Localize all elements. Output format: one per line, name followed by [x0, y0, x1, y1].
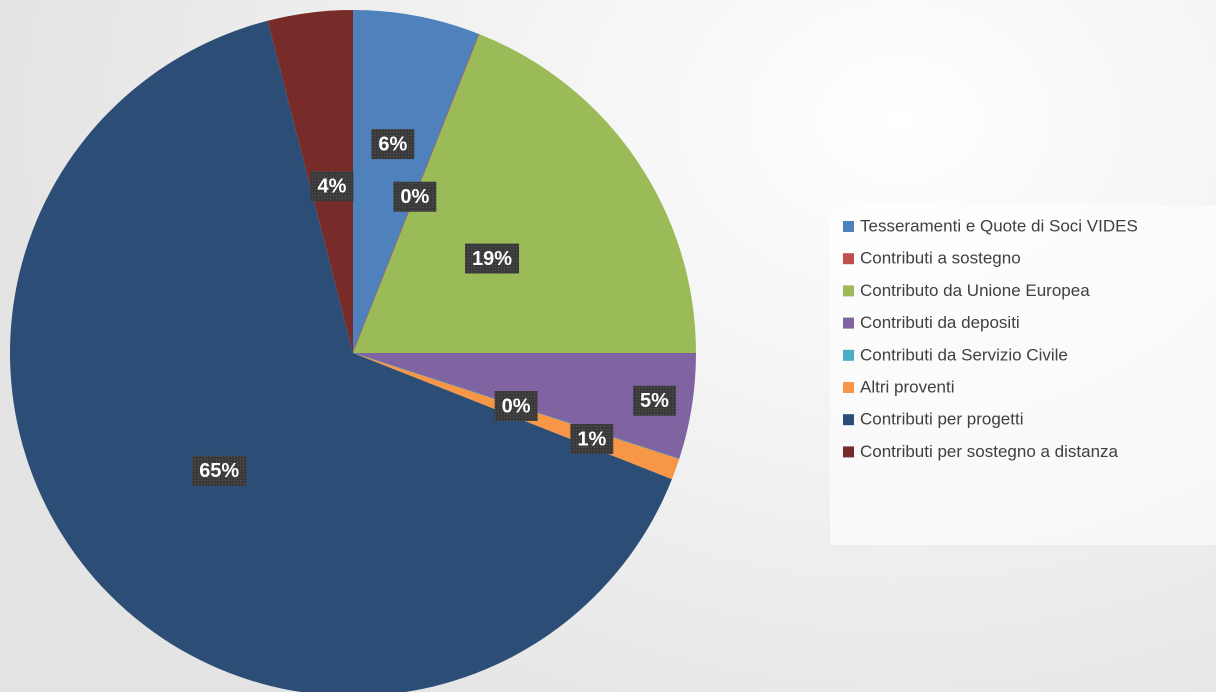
data-label: 5% [633, 385, 676, 416]
label-text: 5% [640, 390, 669, 412]
legend-label: Contributo da Unione Europea [860, 281, 1090, 300]
data-label: 65% [192, 455, 247, 486]
label-text: 65% [199, 460, 239, 482]
legend-swatch [843, 446, 854, 458]
legend-swatch [843, 414, 854, 426]
data-label: 0% [494, 390, 538, 421]
legend-swatch [843, 253, 854, 265]
label-text: 4% [317, 176, 346, 198]
legend-swatch [843, 285, 854, 297]
legend-swatch [843, 317, 854, 329]
legend-label: Altri proventi [860, 377, 954, 396]
label-text: 0% [502, 395, 531, 417]
label-box [494, 390, 538, 421]
data-label: 6% [371, 129, 415, 160]
data-labels: 6% 0% 19% 5% 0% 1% 65% 4% [192, 129, 676, 486]
label-box [633, 385, 676, 416]
label-box [393, 181, 437, 212]
legend-box [830, 205, 1216, 545]
legend-label: Contributi da Servizio Civile [860, 345, 1068, 364]
legend-swatch [843, 221, 854, 232]
label-box [310, 171, 354, 202]
legend-label: Contributi per progetti [860, 410, 1023, 429]
legend-swatch [843, 349, 854, 361]
legend: Tesseramenti e Quote di Soci VIDES Contri… [843, 216, 1138, 461]
label-box [464, 243, 520, 274]
data-label: 0% [393, 181, 437, 212]
pie [10, 10, 696, 692]
data-label: 19% [464, 243, 520, 274]
legend-label: Contributi a sostegno [860, 249, 1021, 268]
legend-label: Tesseramenti e Quote di Soci VIDES [860, 216, 1138, 235]
slice [353, 10, 480, 353]
legend-label: Contributi da depositi [860, 313, 1020, 332]
label-text: 6% [378, 133, 407, 155]
label-box [570, 423, 614, 454]
label-text: 0% [400, 186, 429, 208]
slice [353, 34, 696, 353]
data-label: 4% [310, 171, 354, 202]
legend-swatch [843, 382, 854, 393]
label-text: 1% [577, 428, 606, 450]
label-text: 19% [472, 248, 512, 270]
label-box [371, 129, 415, 160]
slice [10, 20, 672, 692]
label-box [192, 455, 247, 486]
legend-label: Contributi per sostegno a distanza [860, 442, 1119, 461]
data-label: 1% [570, 423, 614, 454]
slice [267, 10, 353, 353]
